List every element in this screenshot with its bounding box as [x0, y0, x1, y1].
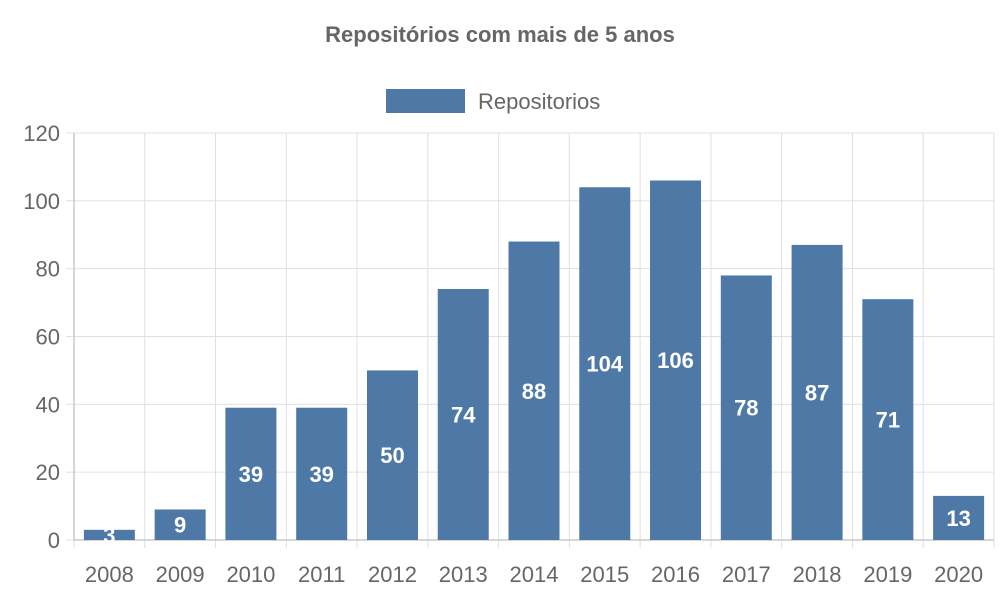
bar-2016[interactable] [650, 180, 702, 540]
bar-2019[interactable] [862, 299, 914, 540]
y-tick-label: 120 [23, 121, 60, 146]
y-tick-label: 100 [23, 189, 60, 214]
x-tick-label: 2008 [85, 562, 134, 587]
x-tick-label: 2014 [510, 562, 559, 587]
data-label-2008: 3 [103, 523, 115, 548]
x-tick-label: 2018 [793, 562, 842, 587]
x-tick-label: 2020 [934, 562, 983, 587]
x-tick-label: 2012 [368, 562, 417, 587]
grid [73, 132, 995, 548]
data-label-2020: 13 [946, 506, 970, 531]
bar-2010[interactable] [225, 407, 277, 540]
data-label-2017: 78 [734, 396, 758, 421]
data-label-2015: 104 [586, 352, 623, 377]
x-tick-label: 2016 [651, 562, 700, 587]
x-tick-label: 2011 [298, 562, 345, 587]
bar-2017[interactable] [720, 275, 772, 540]
x-tick-label: 2019 [863, 562, 912, 587]
data-label-2011: 39 [309, 462, 333, 487]
data-label-2016: 106 [657, 348, 694, 373]
legend-label: Repositorios [478, 89, 600, 114]
bar-2009[interactable] [154, 509, 206, 540]
data-label-2014: 88 [522, 379, 546, 404]
y-tick-label: 80 [36, 257, 60, 282]
data-label-2019: 71 [876, 408, 900, 433]
data-label-2012: 50 [380, 443, 404, 468]
y-tick-label: 0 [48, 528, 60, 553]
y-axis: 0 20 40 60 80 100 120 [23, 121, 75, 553]
bar-series [83, 180, 985, 541]
x-tick-label: 2015 [580, 562, 629, 587]
y-tick-label: 20 [36, 460, 60, 485]
y-tick-label: 40 [36, 392, 60, 417]
data-label-2018: 87 [805, 380, 829, 405]
data-label-2010: 39 [239, 462, 263, 487]
bar-2008[interactable] [83, 529, 135, 540]
x-tick-label: 2009 [156, 562, 205, 587]
data-label-2013: 74 [451, 403, 476, 428]
x-axis: 2008 2009 2010 2011 2012 2013 2014 2015 2016 2017… [74, 539, 994, 587]
legend-swatch [386, 89, 465, 113]
x-tick-label: 2013 [439, 562, 488, 587]
bar-2013[interactable] [437, 289, 489, 540]
x-tick-label: 2017 [722, 562, 771, 587]
data-label-2009: 9 [174, 513, 186, 538]
chart-title: Repositórios com mais de 5 anos [325, 22, 675, 47]
bar-2014[interactable] [508, 241, 560, 541]
x-tick-label: 2010 [226, 562, 275, 587]
legend[interactable]: Repositorios [386, 89, 600, 114]
bar-2020[interactable] [933, 495, 985, 540]
bar-2012[interactable] [366, 370, 418, 540]
bar-2018[interactable] [791, 244, 843, 541]
bar-2011[interactable] [296, 407, 348, 540]
bar-2015[interactable] [579, 187, 631, 540]
y-tick-label: 60 [36, 325, 60, 350]
